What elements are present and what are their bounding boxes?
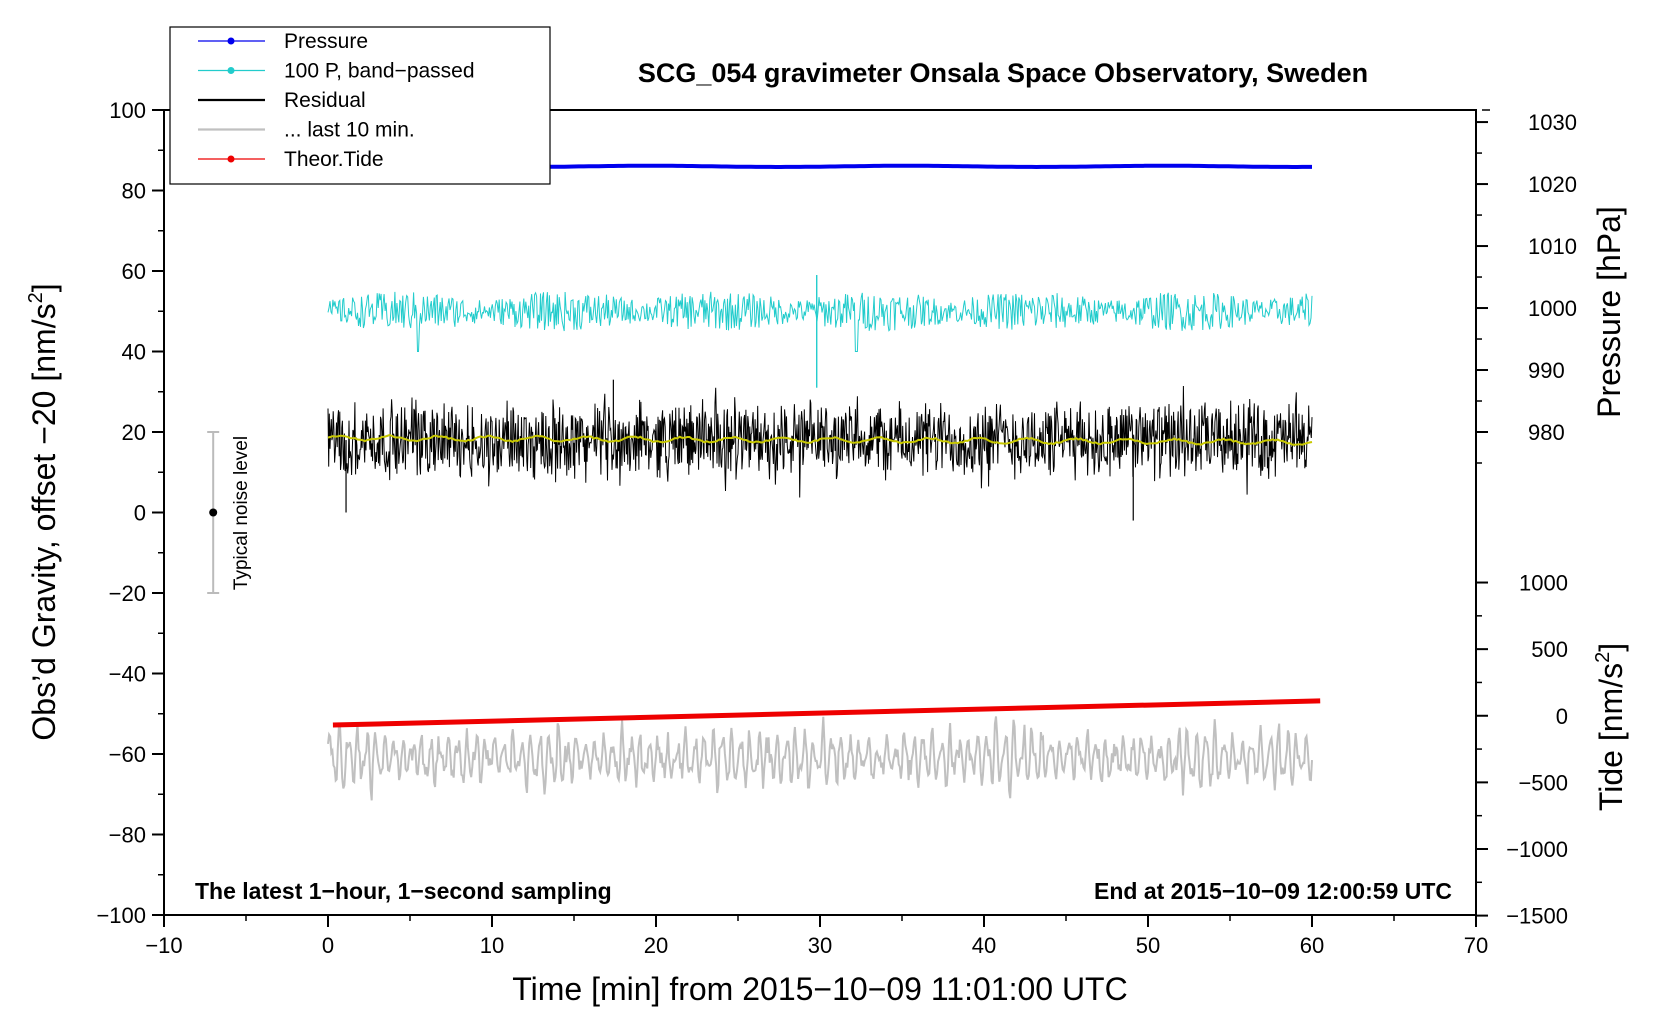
tide-tick-label: 500 — [1531, 637, 1568, 662]
y-tick-label: 80 — [122, 179, 146, 204]
y-tick-label: 100 — [109, 98, 146, 123]
legend-marker — [227, 155, 235, 163]
x-axis: −10 0 10 20 30 40 50 60 70 — [145, 915, 1488, 958]
x-tick-label: 60 — [1300, 933, 1324, 958]
y-axis-label-main: Obs’d Gravity, offset −20 [nm/s — [26, 303, 62, 740]
y-tick-label: 60 — [122, 259, 146, 284]
plot-area — [327, 163, 1321, 801]
legend-label: ... last 10 min. — [284, 119, 415, 142]
y-axis: −100 −80 −60 −40 −20 0 20 40 60 80 100 — [96, 98, 164, 928]
last-10-min-line — [327, 716, 1313, 801]
tide-axis-label-end: ] — [1593, 643, 1629, 652]
bandpassed-pressure-line — [327, 291, 1313, 352]
y-tick-label: −40 — [109, 662, 146, 687]
x-tick-label: 70 — [1464, 933, 1488, 958]
tide-tick-label: 0 — [1556, 704, 1568, 729]
residual-smoothed-line — [327, 434, 1313, 446]
noise-level-label: Typical noise level — [231, 436, 252, 590]
x-tick-label: 30 — [808, 933, 832, 958]
legend-marker — [227, 37, 235, 45]
tide-axis: −1500 −1000 −500 0 500 1000 — [1476, 571, 1568, 929]
pressure-axis-label: Pressure [hPa] — [1591, 206, 1627, 418]
residual-line — [327, 385, 1313, 498]
legend-marker — [227, 67, 235, 74]
tide-tick-label: 1000 — [1519, 571, 1568, 596]
y-axis-label-sup: 2 — [25, 292, 47, 303]
chart-title: SCG_054 gravimeter Onsala Space Observat… — [638, 58, 1368, 88]
tide-tick-label: −500 — [1518, 770, 1568, 795]
x-tick-label: 40 — [972, 933, 996, 958]
tide-tick-label: −1500 — [1506, 904, 1568, 929]
tide-axis-label-sup: 2 — [1592, 652, 1614, 663]
tide-line — [332, 698, 1321, 728]
y-tick-label: 20 — [122, 420, 146, 445]
tide-axis-label: Tide [nm/s2] — [1592, 643, 1629, 811]
y-tick-label: 40 — [122, 340, 146, 365]
pressure-tick-label: 980 — [1528, 420, 1565, 445]
y-axis-label: Obs’d Gravity, offset −20 [nm/s2] — [25, 283, 62, 740]
x-tick-label: 50 — [1136, 933, 1160, 958]
legend-label: 100 P, band−passed — [284, 60, 475, 83]
y-tick-label: −80 — [109, 823, 146, 848]
x-tick-label: 0 — [322, 933, 334, 958]
x-axis-label: Time [min] from 2015−10−09 11:01:00 UTC — [512, 971, 1127, 1007]
legend-label: Residual — [284, 89, 366, 112]
pressure-tick-label: 1010 — [1528, 234, 1577, 259]
tide-axis-label-main: Tide [nm/s — [1593, 663, 1629, 811]
legend: Pressure 100 P, band−passed Residual ... la… — [169, 26, 551, 185]
x-tick-label: 10 — [480, 933, 504, 958]
y-tick-label: 0 — [134, 501, 146, 526]
y-tick-label: −60 — [109, 742, 146, 767]
tide-tick-label: −1000 — [1506, 837, 1568, 862]
legend-label: Pressure — [284, 30, 368, 53]
y-axis-label-end: ] — [26, 283, 62, 292]
x-tick-label: −10 — [145, 933, 182, 958]
x-tick-label: 20 — [644, 933, 668, 958]
pressure-tick-label: 1020 — [1528, 172, 1577, 197]
legend-label: Theor.Tide — [284, 148, 384, 171]
pressure-tick-label: 990 — [1528, 358, 1565, 383]
y-tick-label: −20 — [109, 581, 146, 606]
annotation-end-time: End at 2015−10−09 12:00:59 UTC — [1094, 878, 1452, 904]
annotation-sampling: The latest 1−hour, 1−second sampling — [195, 878, 612, 904]
pressure-axis: 980 990 1000 1010 1020 1030 — [1476, 109, 1577, 464]
pressure-tick-label: 1000 — [1528, 296, 1577, 321]
noise-level-indicator — [207, 431, 220, 594]
y-tick-label: −100 — [96, 903, 146, 928]
pressure-tick-label: 1030 — [1528, 110, 1577, 135]
noise-bar-center-dot — [209, 508, 218, 517]
